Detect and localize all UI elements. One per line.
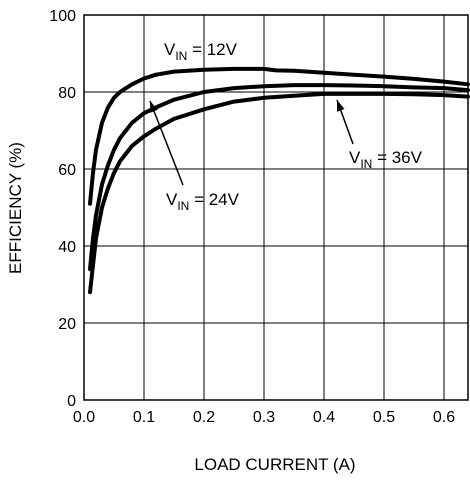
series-line-2 (88, 83, 470, 272)
series-label-2: VIN = 24V (166, 190, 240, 213)
y-axis-label: EFFICIENCY (%) (6, 142, 25, 274)
y-tick-label: 80 (58, 85, 76, 102)
y-tick-label: 20 (58, 316, 76, 333)
x-tick-label: 0.6 (433, 409, 455, 426)
series-annotations: VIN = 12V VIN = 24V VIN = 36V (149, 40, 423, 213)
x-axis-label: LOAD CURRENT (A) (194, 455, 355, 474)
series-label-1: VIN = 12V (164, 40, 238, 63)
x-tick-label: 0.1 (133, 409, 155, 426)
annotation-arrow-line (149, 100, 184, 186)
x-tick-label: 0.4 (313, 409, 335, 426)
series-line-3 (88, 91, 470, 295)
y-tick-label: 0 (67, 393, 76, 410)
annotation-arrowhead (150, 101, 158, 113)
y-tick-label: 100 (49, 8, 76, 25)
series-lines (88, 66, 470, 295)
series-line-1 (88, 66, 470, 206)
tick-labels: 0.0 0.1 0.2 0.3 0.4 0.5 0.6 0 20 40 60 80 100 (49, 8, 455, 426)
plot-frame (83, 14, 469, 401)
x-tick-label: 0.2 (193, 409, 215, 426)
grid-lines (84, 15, 468, 400)
series-label-3: VIN = 36V (349, 148, 423, 171)
x-tick-label: 0.5 (373, 409, 395, 426)
y-tick-label: 40 (58, 239, 76, 256)
annotation-arrowhead (337, 100, 345, 112)
x-tick-label: 0.0 (73, 409, 95, 426)
y-tick-label: 60 (58, 162, 76, 179)
x-tick-label: 0.3 (253, 409, 275, 426)
plot-border (83, 14, 469, 401)
